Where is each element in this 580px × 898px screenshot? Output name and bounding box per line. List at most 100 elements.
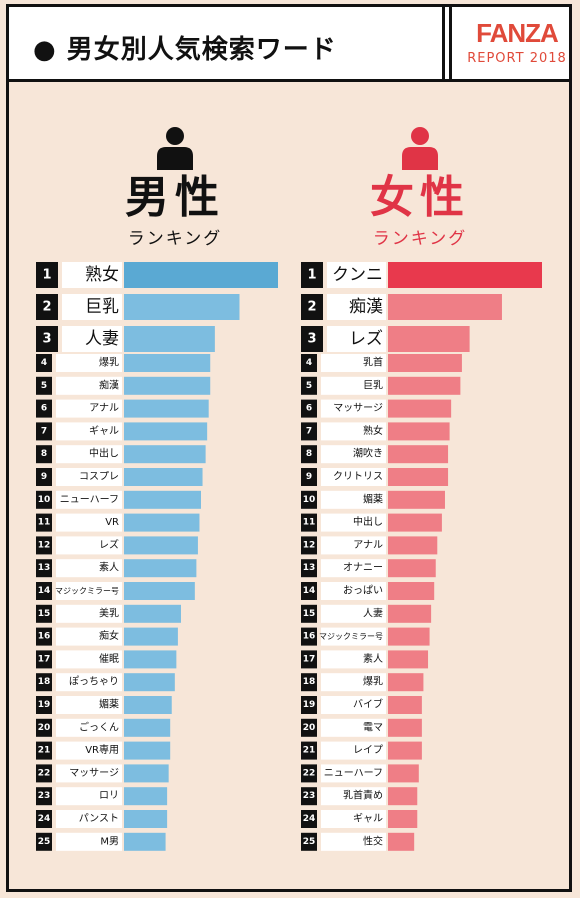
female-subtitle: ランキング: [372, 229, 468, 249]
female-rank-box: [301, 627, 317, 646]
female-bar: [388, 741, 422, 760]
female-rank-box: [301, 582, 317, 600]
female-rank-number: 21: [303, 746, 316, 756]
male-bar: [124, 513, 200, 532]
male-category-label: ニューハーフ: [60, 494, 119, 505]
female-rank-number: 15: [303, 609, 316, 619]
female-bar: [388, 513, 442, 532]
female-rank-box: [301, 354, 317, 372]
female-rank-number: 7: [306, 426, 312, 436]
male-rank-number: 18: [38, 677, 51, 687]
female-rank-number: 18: [303, 677, 316, 687]
female-category-label: 潮吹き: [353, 447, 383, 460]
male-bar: [124, 696, 172, 714]
female-rank-box: [301, 536, 317, 555]
female-bar: [388, 696, 422, 714]
female-category-label: 乳首責め: [343, 789, 383, 802]
female-rank-number: 19: [303, 700, 316, 710]
male-rank-number: 10: [38, 495, 51, 505]
male-rank-number: 5: [41, 381, 47, 391]
male-rank-number: 4: [41, 358, 47, 368]
male-rank-box: [36, 741, 52, 760]
female-bar: [388, 832, 415, 851]
male-label-bg: [56, 673, 122, 692]
female-bar: [388, 354, 462, 372]
female-rank-box: [301, 294, 323, 320]
male-rank-box: [36, 604, 52, 623]
male-bar: [124, 445, 206, 464]
male-category-label: 爆乳: [99, 356, 119, 369]
male-category-label: アナル: [89, 402, 119, 414]
header-divider: [449, 7, 452, 79]
female-rank-number: 22: [303, 768, 316, 778]
female-label-bg: [321, 741, 386, 760]
female-rank-number: 8: [306, 449, 312, 459]
male-bar: [124, 673, 175, 692]
female-category-label: クンニ: [332, 265, 383, 285]
female-rank-box: [301, 718, 317, 737]
female-bar: [388, 326, 470, 352]
male-rank-number: 16: [38, 632, 51, 642]
male-person-icon: [157, 127, 193, 170]
male-label-bg: [56, 696, 122, 714]
female-rank-number: 2: [307, 300, 316, 315]
female-label-bg: [321, 445, 386, 464]
male-rank-box: [36, 354, 52, 372]
female-category-label: ニューハーフ: [324, 768, 383, 779]
female-bar: [388, 673, 424, 692]
male-category-label: M男: [100, 835, 119, 847]
female-bar: [388, 559, 436, 578]
male-rank-number: 19: [38, 700, 51, 710]
male-rank-number: 21: [38, 746, 51, 756]
male-bar: [124, 832, 166, 851]
male-label-bg: [56, 650, 122, 669]
female-label-bg: [321, 764, 386, 783]
female-rank-number: 4: [306, 358, 312, 368]
male-bar: [124, 650, 177, 669]
male-bar: [124, 627, 178, 646]
female-rank-box: [301, 399, 317, 418]
male-title: 男性: [125, 172, 225, 223]
male-label-bg: [56, 604, 122, 623]
female-category-label: ギャル: [353, 813, 383, 825]
female-rank-box: [301, 810, 317, 828]
male-label-bg: [56, 582, 122, 600]
female-rank-number: 3: [307, 332, 316, 347]
male-label-bg: [56, 354, 122, 372]
female-rank-box: [301, 445, 317, 464]
male-rank-box: [36, 673, 52, 692]
male-category-label: 痴女: [99, 629, 119, 642]
male-bar: [124, 326, 215, 352]
male-rank-box: [36, 559, 52, 578]
female-rank-number: 20: [303, 723, 316, 733]
male-rank-box: [36, 513, 52, 532]
female-rank-number: 10: [303, 495, 316, 505]
male-bar: [124, 294, 240, 320]
male-bar: [124, 376, 211, 395]
female-label-bg: [321, 422, 386, 441]
female-label-bg: [327, 326, 386, 352]
male-label-bg: [56, 422, 122, 441]
female-label-bg: [321, 627, 386, 646]
female-person-icon: [402, 127, 438, 170]
female-rank-box: [301, 422, 317, 441]
male-bar: [124, 354, 211, 372]
female-rank-box: [301, 696, 317, 714]
male-rank-box: [36, 650, 52, 669]
male-category-label: 人妻: [85, 329, 119, 349]
male-rank-box: [36, 627, 52, 646]
male-rank-number: 14: [38, 586, 51, 596]
male-label-bg: [56, 718, 122, 737]
male-category-label: VR: [105, 517, 119, 528]
male-label-bg: [56, 627, 122, 646]
male-rank-box: [36, 536, 52, 555]
female-label-bg: [327, 262, 386, 288]
brand-logo-text: FANZA: [476, 18, 559, 48]
female-rank-box: [301, 326, 323, 352]
male-rank-number: 9: [41, 472, 47, 482]
male-bar: [124, 718, 171, 737]
male-rank-box: [36, 445, 52, 464]
female-rank-number: 17: [303, 654, 316, 664]
female-category-label: 媚薬: [363, 492, 383, 505]
male-label-bg: [62, 262, 122, 288]
